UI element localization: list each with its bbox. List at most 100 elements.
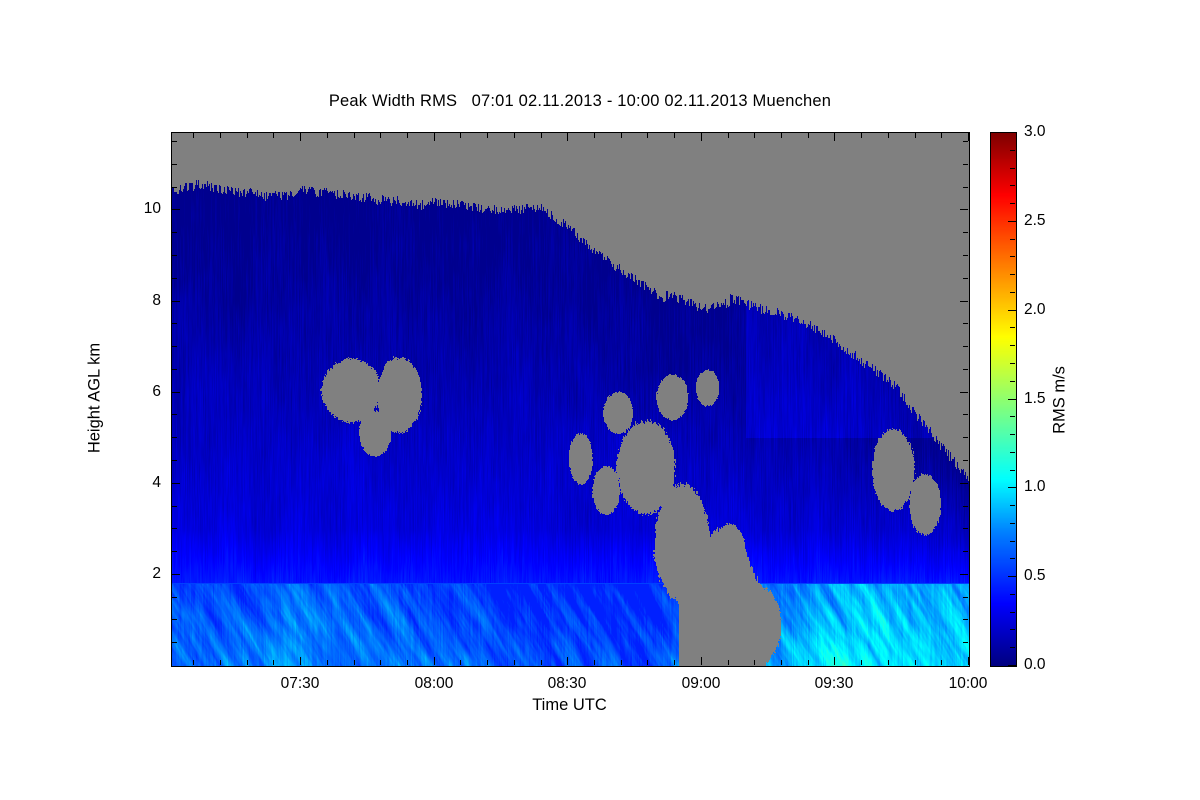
x-tick-minor — [273, 660, 274, 665]
x-tick-minor — [861, 660, 862, 665]
x-tick-minor-top — [888, 133, 889, 138]
x-tick-minor — [647, 660, 648, 665]
y-tick-minor — [172, 460, 177, 461]
x-tick-minor — [674, 660, 675, 665]
x-tick-minor — [380, 660, 381, 665]
colorbar-tick-major — [1008, 576, 1016, 577]
y-tick-minor — [172, 414, 177, 415]
y-tick-minor-right — [963, 369, 968, 370]
colorbar-tick-label: 3.0 — [1024, 123, 1046, 140]
y-tick-minor-right — [963, 323, 968, 324]
x-tick-minor-top — [327, 133, 328, 138]
y-tick-minor-right — [963, 255, 968, 256]
x-tick-minor-top — [781, 133, 782, 138]
x-tick-minor — [220, 660, 221, 665]
y-tick-minor-right — [963, 597, 968, 598]
x-tick-minor-top — [915, 133, 916, 138]
x-tick-minor-top — [594, 133, 595, 138]
colorbar-tick-minor — [1010, 239, 1015, 240]
y-tick-minor-right — [963, 460, 968, 461]
y-tick-minor-right — [963, 642, 968, 643]
colorbar-tick-minor — [1010, 381, 1015, 382]
colorbar-tick-minor — [1010, 292, 1015, 293]
heatmap-field — [172, 133, 969, 666]
colorbar-tick-minor — [1010, 629, 1015, 630]
x-tick-minor — [808, 660, 809, 665]
x-tick-minor-top — [247, 133, 248, 138]
x-tick-major-top — [968, 133, 969, 141]
y-tick-major — [172, 392, 180, 393]
x-tick-major-top — [434, 133, 435, 141]
x-tick-minor-top — [621, 133, 622, 138]
colorbar-tick-major — [1008, 487, 1016, 488]
x-tick-minor — [941, 660, 942, 665]
y-tick-major — [172, 483, 180, 484]
x-tick-minor-top — [487, 133, 488, 138]
colorbar-tick-minor — [1010, 647, 1015, 648]
y-tick-minor-right — [963, 232, 968, 233]
x-tick-minor — [888, 660, 889, 665]
y-tick-minor — [172, 278, 177, 279]
y-tick-minor-right — [963, 346, 968, 347]
y-tick-minor — [172, 232, 177, 233]
x-tick-major-top — [834, 133, 835, 141]
y-tick-minor — [172, 346, 177, 347]
x-tick-minor-top — [354, 133, 355, 138]
colorbar-tick-major — [1008, 221, 1016, 222]
colorbar-tick-minor — [1010, 452, 1015, 453]
colorbar-tick-minor — [1010, 434, 1015, 435]
colorbar-title: RMS m/s — [1050, 366, 1069, 434]
x-tick-minor — [407, 660, 408, 665]
y-tick-minor — [172, 187, 177, 188]
x-tick-minor-top — [728, 133, 729, 138]
x-tick-major — [968, 657, 969, 665]
colorbar-tick-label: 0.0 — [1024, 656, 1046, 673]
y-tick-major — [172, 574, 180, 575]
x-tick-minor — [460, 660, 461, 665]
x-tick-minor — [327, 660, 328, 665]
x-tick-minor-top — [674, 133, 675, 138]
colorbar-tick-major — [1008, 399, 1016, 400]
x-axis-title: Time UTC — [532, 696, 607, 714]
y-tick-minor-right — [963, 141, 968, 142]
colorbar-tick-label: 2.5 — [1024, 212, 1046, 229]
y-tick-major-right — [960, 209, 968, 210]
x-tick-major — [434, 657, 435, 665]
colorbar-tick-major — [1008, 132, 1016, 133]
colorbar-tick-major — [1008, 665, 1016, 666]
y-tick-minor — [172, 255, 177, 256]
x-tick-minor — [915, 660, 916, 665]
x-tick-minor-top — [754, 133, 755, 138]
x-tick-minor-top — [541, 133, 542, 138]
x-tick-minor — [621, 660, 622, 665]
colorbar-tick-minor — [1010, 168, 1015, 169]
x-tick-minor-top — [861, 133, 862, 138]
x-tick-minor — [594, 660, 595, 665]
x-tick-minor-top — [647, 133, 648, 138]
colorbar-tick-major — [1008, 310, 1016, 311]
colorbar-tick-label: 2.0 — [1024, 301, 1046, 318]
y-tick-minor-right — [963, 437, 968, 438]
colorbar-tick-minor — [1010, 594, 1015, 595]
x-tick-minor — [781, 660, 782, 665]
y-tick-minor — [172, 528, 177, 529]
colorbar-tick-label: 1.5 — [1024, 390, 1046, 407]
y-tick-major-right — [960, 483, 968, 484]
y-tick-minor — [172, 141, 177, 142]
colorbar-tick-minor — [1010, 612, 1015, 613]
colorbar-tick-minor — [1010, 523, 1015, 524]
x-tick-label: 09:00 — [681, 675, 721, 692]
colorbar-tick-minor — [1010, 470, 1015, 471]
x-tick-label: 08:00 — [414, 675, 454, 692]
y-tick-label: 10 — [143, 200, 161, 217]
y-tick-minor-right — [963, 551, 968, 552]
x-tick-minor — [728, 660, 729, 665]
colorbar-tick-label: 1.0 — [1024, 478, 1046, 495]
x-tick-minor — [247, 660, 248, 665]
y-tick-minor-right — [963, 619, 968, 620]
y-tick-minor-right — [963, 164, 968, 165]
colorbar-tick-minor — [1010, 505, 1015, 506]
x-tick-minor-top — [193, 133, 194, 138]
x-tick-label: 08:30 — [547, 675, 587, 692]
y-tick-minor — [172, 323, 177, 324]
